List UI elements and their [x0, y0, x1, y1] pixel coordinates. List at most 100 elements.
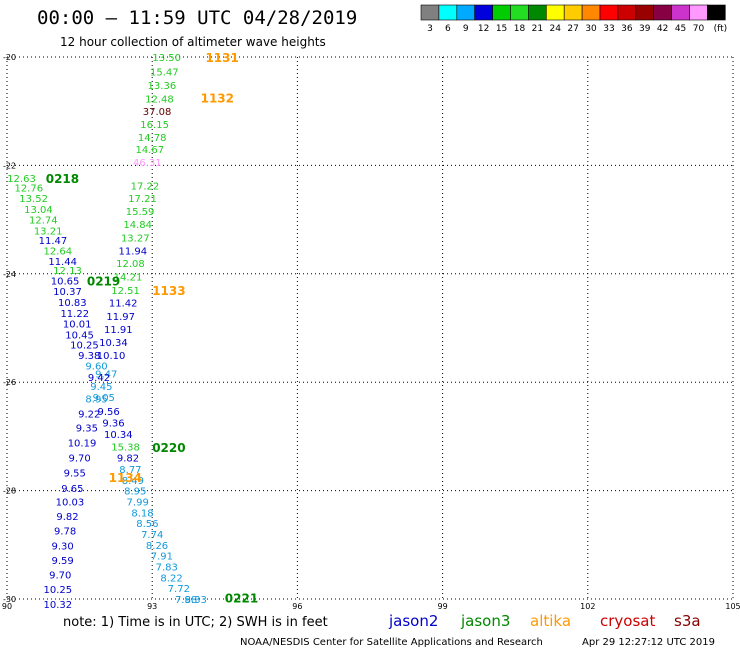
colorbar: 3 6 9 12 15 18 21 24 27 30 33 36 39 42 45 70 (ft): [420, 4, 727, 34]
y-tick-label: -24: [3, 270, 16, 279]
wave-height-point: 9.70: [49, 571, 71, 582]
wave-height-point: 10.10: [97, 351, 126, 362]
colorbar-swatch: [438, 4, 458, 21]
wave-height-point: 13.21: [34, 226, 63, 237]
wave-height-point: 7.99: [127, 497, 149, 508]
wave-height-point: 8.95: [124, 487, 146, 498]
wave-height-point: 14.84: [123, 220, 152, 231]
footer-credit: NOAA/NESDIS Center for Satellite Applica…: [240, 637, 543, 648]
wave-height-point: 9.42: [88, 373, 110, 384]
legend-jason3: jason3: [460, 612, 510, 630]
wave-height-point: 11.44: [48, 257, 77, 268]
pass-label: 0219: [87, 274, 120, 288]
wave-height-point: 17.22: [131, 181, 160, 192]
wave-height-point: 46.31: [133, 158, 162, 169]
pass-label: 0221: [225, 591, 258, 605]
wave-height-point: 7.98: [175, 595, 197, 606]
wave-height-point: 9.22: [78, 410, 100, 421]
wave-height-point: 13.52: [19, 194, 48, 205]
wave-height-point: 9.05: [93, 393, 115, 404]
wave-height-point: 10.45: [65, 331, 94, 342]
colorbar-label: 18: [514, 24, 526, 34]
colorbar-swatch: [707, 4, 726, 21]
wave-height-point: 8.77: [119, 465, 141, 476]
wave-height-point: 10.37: [53, 287, 82, 298]
wave-height-point: 7.83: [156, 562, 178, 573]
colorbar-swatch: [510, 4, 529, 21]
wave-height-point: 9.47: [95, 370, 117, 381]
colorbar-swatch: [653, 4, 672, 21]
wave-height-point: 9.38: [78, 351, 100, 362]
pass-label: 0220: [152, 441, 185, 455]
plot-grid: [6, 56, 734, 600]
wave-height-point: 8.95: [85, 394, 107, 405]
colorbar-label: 12: [478, 24, 489, 34]
wave-height-point: 9.56: [98, 407, 120, 418]
wave-height-point: 10.34: [104, 430, 133, 441]
pass-label: 1134: [109, 471, 142, 485]
x-tick-label: 99: [438, 602, 448, 611]
colorbar-swatch: [420, 4, 440, 21]
colorbar-swatch: [671, 4, 690, 21]
wave-height-point: 11.47: [39, 236, 68, 247]
wave-height-point: 11.94: [119, 246, 148, 257]
wave-height-point: 16.15: [140, 120, 169, 131]
wave-height-point: 9.82: [117, 454, 139, 465]
wave-height-point: 9.70: [68, 454, 90, 465]
x-tick-label: 102: [580, 602, 595, 611]
wave-height-point: 10.03: [56, 497, 85, 508]
pass-label: 0218: [46, 172, 79, 186]
wave-height-point: 8.33: [185, 595, 207, 606]
pass-label: 1132: [201, 92, 234, 106]
colorbar-label: 30: [585, 24, 597, 34]
wave-height-point: 9.78: [54, 527, 76, 538]
wave-height-point: 12.76: [14, 184, 43, 195]
pass-label: 1133: [152, 284, 185, 298]
y-tick-label: -26: [3, 378, 16, 387]
colorbar-label: 39: [639, 24, 651, 34]
wave-height-point: 12.13: [53, 266, 82, 277]
colorbar-label: 45: [675, 24, 686, 34]
wave-height-point: 11.42: [109, 299, 138, 310]
pass-label: 1131: [205, 51, 238, 65]
legend-altika: altika: [530, 612, 571, 630]
wave-height-point: 12.48: [145, 95, 174, 106]
colorbar-label: 24: [550, 24, 562, 34]
wave-height-point: 9.35: [76, 424, 98, 435]
y-tick-label: -22: [3, 161, 16, 170]
colorbar-swatch: [474, 4, 493, 21]
wave-height-point: 8.18: [131, 508, 153, 519]
wave-height-point: 11.91: [104, 325, 133, 336]
wave-height-point: 8.26: [146, 541, 168, 552]
chart-title: 00:00 – 11:59 UTC 04/28/2019: [37, 7, 357, 29]
colorbar-swatch: [599, 4, 619, 21]
wave-height-point: 17.21: [128, 194, 157, 205]
wave-height-point: 14.21: [114, 273, 143, 284]
colorbar-swatch: [617, 4, 637, 21]
wave-height-point: 11.22: [60, 309, 89, 320]
wave-height-point: 13.27: [121, 233, 150, 244]
wave-height-point: 12.08: [116, 259, 145, 270]
wave-height-point: 9.45: [90, 382, 112, 393]
wave-height-point: 10.19: [68, 438, 97, 449]
colorbar-label: 36: [621, 24, 633, 34]
colorbar-label: 21: [532, 24, 543, 34]
colorbar-label: 9: [463, 24, 469, 34]
wave-height-point: 14.78: [138, 133, 167, 144]
y-tick-label: -28: [3, 487, 16, 496]
wave-height-point: 7.72: [168, 584, 190, 595]
colorbar-label: 15: [496, 24, 507, 34]
colorbar-swatch: [563, 4, 583, 21]
wave-height-point: 15.59: [126, 207, 155, 218]
colorbar-label: 3: [427, 24, 433, 34]
colorbar-swatch: [581, 4, 601, 21]
wave-height-point: 12.64: [43, 246, 72, 257]
wave-height-point: 9.55: [64, 469, 86, 480]
wave-height-point: 9.59: [52, 556, 74, 567]
wave-height-point: 8.49: [122, 476, 144, 487]
wave-height-point: 12.74: [29, 216, 58, 227]
chart-subtitle: 12 hour collection of altimeter wave hei…: [60, 35, 326, 49]
colorbar-swatch: [528, 4, 547, 21]
colorbar-swatch: [635, 4, 654, 21]
